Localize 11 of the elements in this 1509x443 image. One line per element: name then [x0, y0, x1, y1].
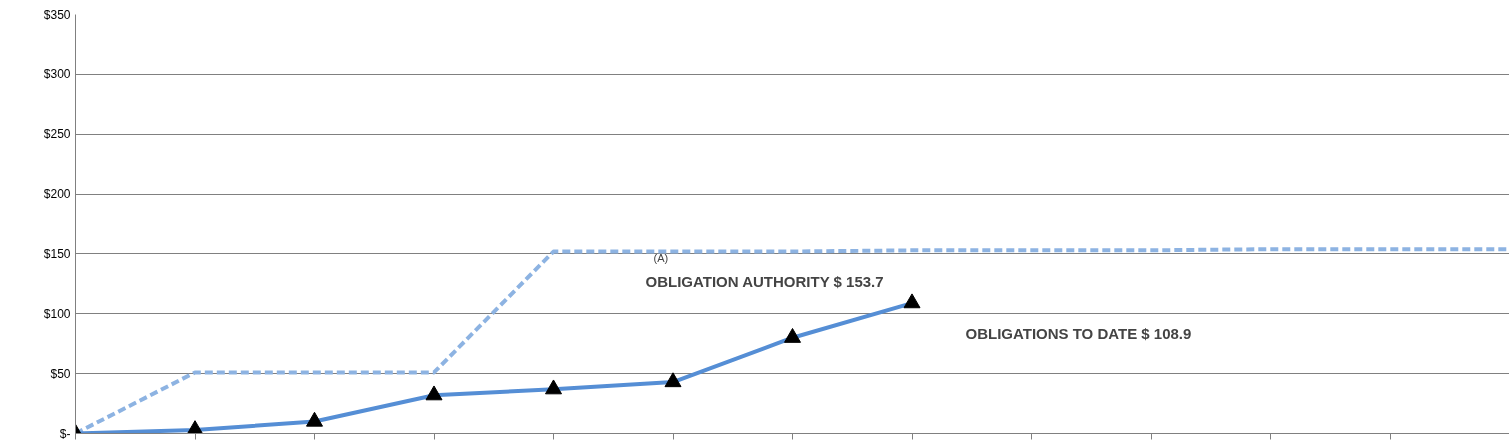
- annotation: (A): [653, 251, 669, 264]
- y-tick-label: $100: [43, 306, 71, 321]
- y-tick-label: $-: [59, 426, 71, 441]
- y-tick-label: $200: [43, 187, 71, 202]
- y-tick-label: $250: [43, 127, 71, 142]
- y-tick-label: $150: [43, 246, 71, 261]
- y-tick-label: $300: [43, 67, 71, 82]
- annotation: OBLIGATION AUTHORITY $ 153.7: [645, 273, 884, 290]
- y-tick-label: $50: [50, 366, 71, 381]
- y-tick-label: $350: [43, 7, 71, 22]
- annotation: OBLIGATIONS TO DATE $ 108.9: [965, 325, 1192, 342]
